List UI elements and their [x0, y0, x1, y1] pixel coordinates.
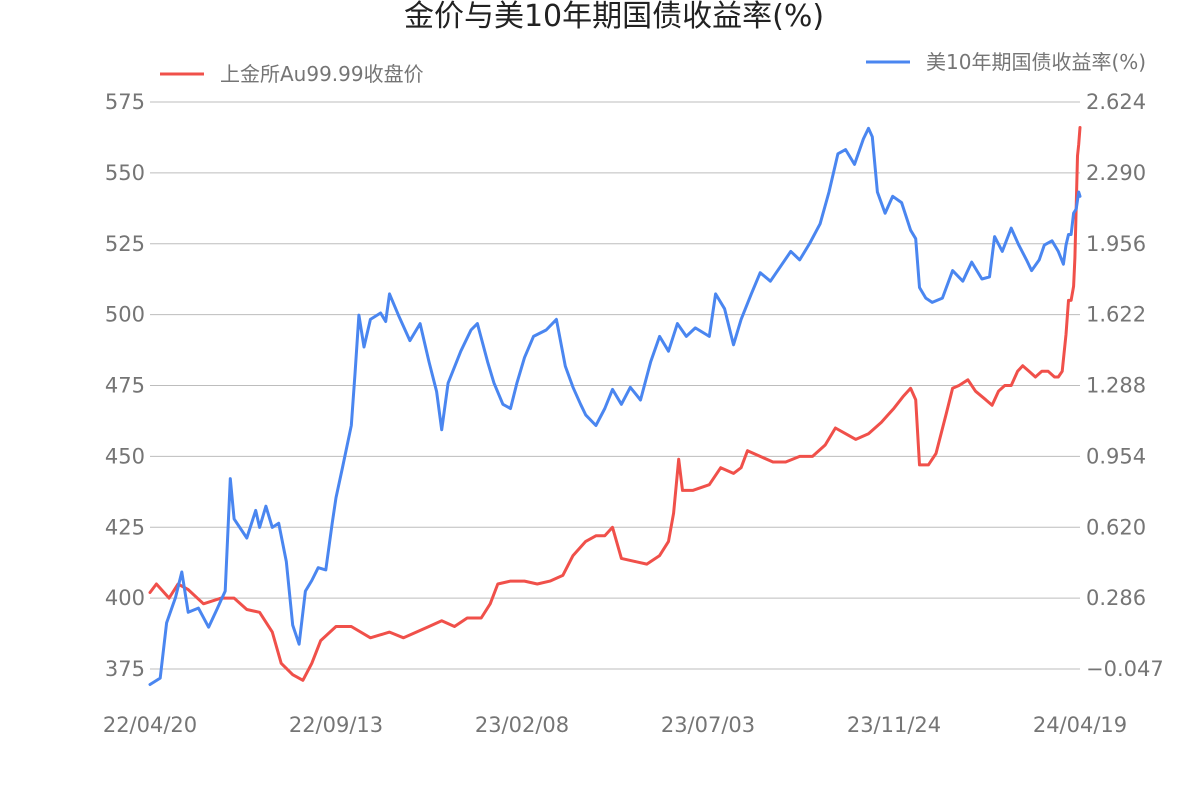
right-tick-label: 2.624	[1086, 90, 1146, 114]
left-tick-label: 375	[105, 657, 145, 681]
left-tick-label: 500	[105, 303, 145, 327]
right-tick-label: 0.954	[1086, 444, 1146, 468]
legend-yield: 美10年期国债收益率(%)	[866, 50, 1146, 74]
gold-price-line	[148, 126, 1082, 682]
x-tick-label: 23/07/03	[661, 713, 755, 737]
x-tick-label: 22/04/20	[103, 713, 197, 737]
right-tick-label: 1.622	[1086, 303, 1146, 327]
x-axis-ticks: 22/04/20 22/09/13 23/02/08 23/07/03 23/11/24…	[103, 713, 1127, 737]
left-tick-label: 525	[105, 232, 145, 256]
right-tick-label: −0.047	[1086, 657, 1164, 681]
x-tick-label: 23/02/08	[475, 713, 569, 737]
chart-title: 金价与美10年期国债收益率(%)	[404, 0, 824, 34]
right-tick-label: 0.620	[1086, 515, 1146, 539]
x-tick-label: 23/11/24	[847, 713, 941, 737]
left-axis-ticks: 575 550 525 500 475 450 425 400 375	[105, 90, 145, 681]
left-tick-label: 475	[105, 374, 145, 398]
right-tick-label: 1.288	[1086, 374, 1146, 398]
right-tick-label: 0.286	[1086, 586, 1146, 610]
right-tick-label: 1.956	[1086, 232, 1146, 256]
left-tick-label: 575	[105, 90, 145, 114]
left-tick-label: 550	[105, 161, 145, 185]
legend-yield-label: 美10年期国债收益率(%)	[926, 50, 1146, 74]
right-axis-ticks: 2.624 2.290 1.956 1.622 1.288 0.954 0.620 0.286…	[1086, 90, 1164, 681]
yield-line	[148, 126, 1082, 686]
right-tick-label: 2.290	[1086, 161, 1146, 185]
x-tick-label: 24/04/19	[1033, 713, 1127, 737]
legend-gold: 上金所Au99.99收盘价	[160, 62, 424, 86]
series-lines	[148, 126, 1082, 686]
x-tick-label: 22/09/13	[289, 713, 383, 737]
left-tick-label: 450	[105, 444, 145, 468]
gridlines	[150, 101, 1080, 670]
legend-gold-label: 上金所Au99.99收盘价	[220, 62, 424, 86]
left-tick-label: 400	[105, 586, 145, 610]
left-tick-label: 425	[105, 515, 145, 539]
